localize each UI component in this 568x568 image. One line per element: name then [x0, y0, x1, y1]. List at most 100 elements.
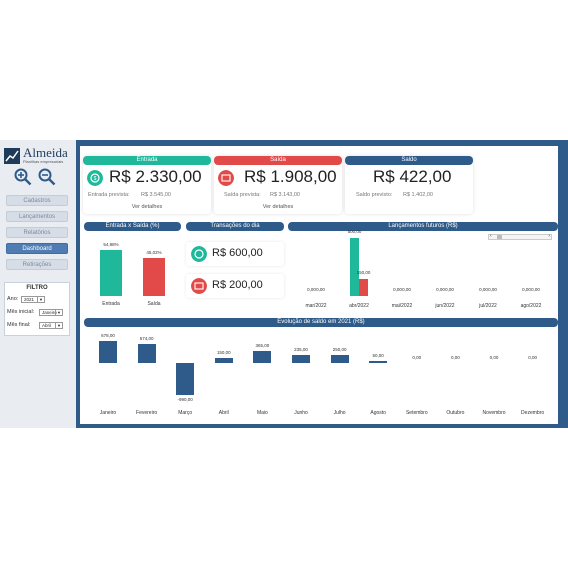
nav-dashboard-button[interactable]: Dashboard: [6, 243, 68, 254]
saldo-previsto-value: R$ 1.402,00: [403, 192, 433, 198]
data-label: 54,98%: [103, 242, 119, 248]
zoom-in-icon[interactable]: [14, 168, 32, 186]
entrada-details-link[interactable]: Ver detalhes: [131, 204, 163, 210]
tick-label: Agosto: [370, 410, 386, 416]
nav-relatorios-button[interactable]: Relatórios: [6, 227, 68, 238]
data-label: 0,00: [445, 287, 454, 292]
bar: [176, 363, 195, 396]
tick-label: ago/2022: [520, 303, 542, 309]
nav-retiracoes-button[interactable]: Retirações: [6, 259, 68, 270]
transacao-saida-box: R$ 200,00: [186, 274, 284, 298]
evolucao-header: Evolução de saldo em 2021 (R$): [84, 318, 558, 327]
filter-panel: FILTRO Ano: 2021 ▼ Mês inicial: Janeiro …: [4, 282, 70, 336]
saida-card: Saída R$ 1.908,00 Saída prevista: R$ 3.1…: [214, 156, 342, 214]
data-label: 150,00: [356, 269, 371, 275]
entrada-prevista-value: R$ 3.545,00: [141, 192, 171, 198]
logo: Almeida Planilhas empresariais: [3, 145, 71, 165]
entrada-card: Entrada $ R$ 2.330,00 Entrada prevista: …: [83, 156, 211, 214]
chevron-right-icon[interactable]: ›: [548, 233, 550, 239]
bar: [100, 250, 122, 296]
transacao-saida-value: R$ 200,00: [212, 279, 263, 291]
bar: [330, 354, 349, 363]
saldo-previsto-label: Saldo previsto:: [356, 192, 393, 198]
bar: [253, 351, 272, 363]
chevron-left-icon[interactable]: ‹: [490, 233, 492, 239]
entrada-value: R$ 2.330,00: [109, 167, 202, 186]
data-label: 235,00: [294, 347, 308, 353]
ano-select[interactable]: 2021 ▼: [21, 296, 45, 303]
tick-label: Saída: [147, 301, 161, 307]
mes-final-select[interactable]: Abril ▼: [39, 322, 63, 329]
money-in-icon: [191, 246, 207, 262]
tick-label: Novembro: [482, 410, 506, 416]
saida-value: R$ 1.908,00: [244, 167, 337, 186]
tick-label: Julho: [333, 410, 346, 416]
bar: [292, 355, 310, 363]
money-out-icon: [191, 278, 207, 294]
data-label: 0,00: [488, 287, 497, 292]
transacoes-header: Transações do dia: [186, 222, 284, 231]
data-label: 365,00: [255, 343, 270, 349]
tick-label: Janeiro: [99, 410, 117, 416]
data-label: 150,00: [216, 350, 231, 356]
filter-title: FILTRO: [26, 285, 48, 291]
money-out-icon: [218, 170, 234, 186]
tick-label: Março: [178, 410, 193, 416]
saida-prevista-label: Saída prevista:: [224, 192, 261, 198]
chevron-down-icon: ▼: [55, 310, 62, 315]
tick-label: mai/2022: [391, 303, 413, 309]
money-in-icon: $: [87, 170, 103, 186]
data-label: 574,00: [139, 336, 154, 342]
bar: [369, 361, 388, 363]
bar: [350, 238, 359, 296]
zoom-out-icon[interactable]: [38, 168, 56, 186]
ano-value: 2021: [24, 297, 35, 302]
data-label: 0,00: [402, 287, 411, 292]
mes-final-label: Mês final:: [7, 322, 31, 328]
tick-label: Setembro: [405, 410, 428, 416]
tick-label: Fevereiro: [136, 410, 158, 416]
saida-details-link[interactable]: Ver detalhes: [262, 204, 294, 210]
chevron-down-icon: ▼: [37, 297, 44, 302]
saida-prevista-value: R$ 3.143,00: [270, 192, 300, 198]
transacao-entrada-value: R$ 600,00: [212, 247, 263, 259]
bar: [137, 344, 156, 363]
tick-label: Entrada: [102, 301, 120, 307]
tick-label: jul/2022: [479, 303, 497, 309]
mes-inicial-value: Janeiro: [42, 310, 57, 315]
bar: [99, 341, 117, 363]
saldo-card: Saldo R$ 422,00 Saldo previsto: R$ 1.402…: [345, 156, 473, 214]
data-label: 500,00: [347, 229, 362, 234]
tick-label: Abril: [218, 410, 229, 416]
entrada-card-header: Entrada: [83, 156, 211, 165]
tick-label: Dezembro: [521, 410, 545, 416]
saldo-card-header: Saldo: [345, 156, 473, 165]
data-label: 0,00: [489, 355, 499, 360]
logo-title: Almeida: [23, 145, 68, 160]
ano-label: Ano:: [7, 296, 19, 302]
data-label: 0,00: [522, 287, 531, 292]
tick-label: mar/2022: [305, 303, 327, 309]
data-label: 0,00: [436, 287, 445, 292]
entrada-prevista-label: Entrada prevista:: [88, 192, 130, 198]
data-label: 0,00: [451, 355, 460, 360]
nav-cadastros-button[interactable]: Cadastros: [6, 195, 68, 206]
bar: [143, 258, 165, 296]
tick-label: abr/2022: [349, 303, 369, 309]
nav-lancamentos-button[interactable]: Lançamentos: [6, 211, 68, 222]
bar: [359, 278, 368, 296]
svg-text:$: $: [94, 176, 97, 182]
scroll-thumb[interactable]: [497, 235, 502, 239]
data-label: 0,00: [307, 287, 316, 292]
data-label: 0,00: [531, 287, 540, 292]
data-label: 250,00: [332, 346, 347, 352]
logo-chart-icon: [4, 148, 20, 164]
tick-label: Junho: [294, 410, 308, 416]
data-label: 0,00: [479, 287, 488, 292]
lancamentos-scrollbar[interactable]: ‹ ›: [488, 233, 552, 240]
data-label: 0,00: [393, 287, 402, 292]
transacao-entrada-box: R$ 600,00: [186, 242, 284, 266]
mes-inicial-select[interactable]: Janeiro ▼: [39, 309, 63, 316]
tick-label: Outubro: [446, 410, 465, 416]
mes-inicial-label: Mês inicial:: [7, 309, 35, 315]
